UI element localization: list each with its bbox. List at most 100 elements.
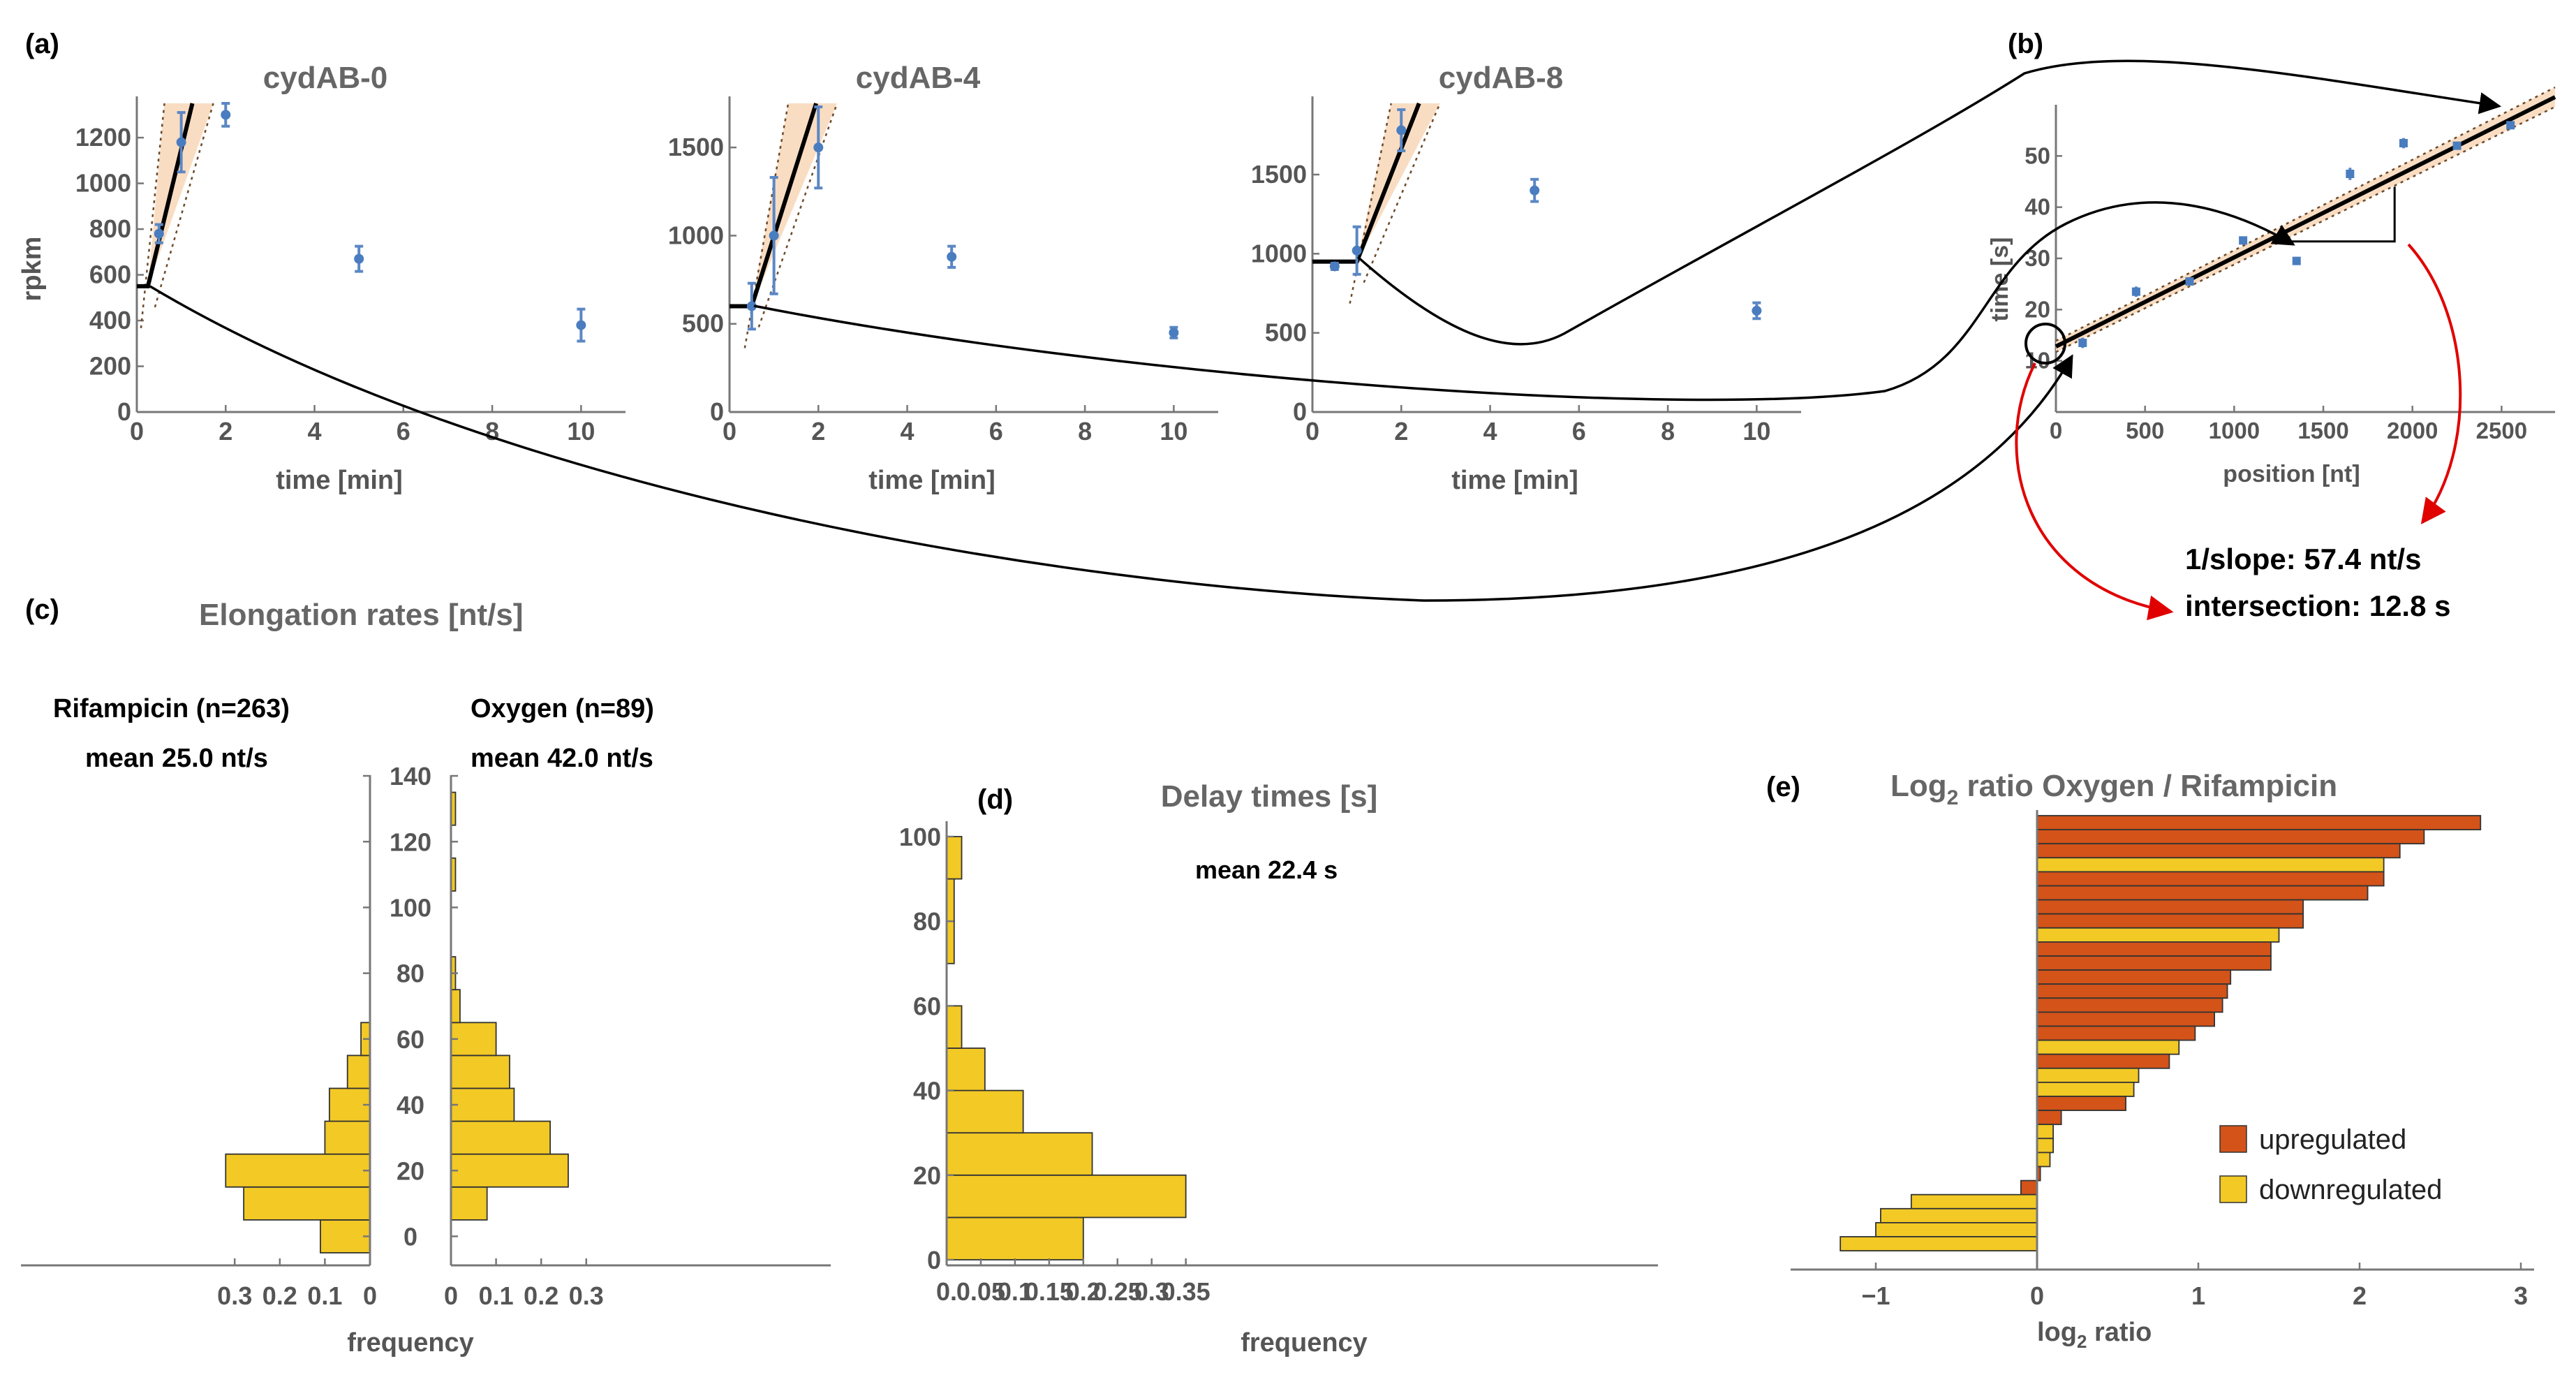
y-tick-label: 1500 (1251, 160, 1307, 189)
confidence-line-lower (1363, 103, 1441, 284)
x-tick-label: 1500 (2297, 418, 2348, 443)
x-tick-label: 0.05 (956, 1277, 1005, 1306)
upregulated-bar (2036, 955, 2272, 971)
legend-swatch-downregulated (2219, 1175, 2247, 1203)
x-tick-label: 6 (989, 417, 1003, 446)
delay-bar (946, 1089, 1024, 1134)
upregulated-bar (2036, 899, 2304, 915)
y-tick-label: 0 (404, 1222, 417, 1251)
x-axis-label: time [min] (276, 466, 403, 495)
y-tick-label: 600 (89, 260, 131, 289)
upregulated-bar (2036, 871, 2385, 887)
upregulated-bar (2036, 997, 2223, 1013)
y-tick-label: 200 (89, 352, 131, 381)
x-tick-label: −1 (1861, 1281, 1890, 1310)
fit-line (2055, 95, 2556, 348)
y-tick-label: 0 (117, 397, 131, 426)
panel-c-chart: 0 20 40 60 80 100 120 140 0.3 0.2 0.1 0 0 0.1 0.2 0.3 fr… (21, 762, 831, 1358)
y-tick-label: 100 (390, 893, 431, 922)
data-point (2185, 277, 2194, 286)
data-point (746, 301, 757, 311)
chart-e: −1 0 1 2 3 upregulated downregulated (1791, 810, 2534, 1310)
x-tick-label: 6 (1572, 417, 1586, 446)
confidence-band (751, 103, 838, 307)
data-point (1169, 328, 1179, 338)
data-point (2131, 287, 2140, 296)
confidence-line-upper (2055, 86, 2556, 342)
upregulated-bar (2036, 1096, 2126, 1112)
y-tick-label: 1000 (75, 169, 131, 198)
chart-d: Delay times [s] 0 20 40 60 80 100 0.0.050.10.15… (899, 779, 1658, 1358)
y-tick-label: 50 (2024, 142, 2050, 168)
panel-e-title-sub: 2 (1947, 786, 1959, 809)
intersection-annotation: intersection: 12.8 s (2185, 589, 2450, 622)
panel-e-chart: −1 0 1 2 3 upregulated downregulated (1791, 810, 2534, 1310)
chart-c: 0 20 40 60 80 100 120 140 0.3 0.2 0.1 0 0 0.1 0.2 0.3 fr… (21, 762, 831, 1358)
panel-e-title-suffix: ratio Oxygen / Rifampicin (1958, 769, 2337, 803)
y-tick-label: 140 (390, 762, 431, 791)
x-tick-label: 4 (308, 417, 322, 446)
slope-triangle (2275, 186, 2396, 243)
delay-bar (946, 1216, 1084, 1260)
oxygen-bar (450, 1153, 569, 1188)
downregulated-bar (2036, 857, 2385, 873)
x-tick-label: 0 (363, 1281, 377, 1310)
oxygen-bar (450, 1087, 515, 1122)
data-point (221, 110, 231, 120)
downregulated-bar (1840, 1236, 2038, 1252)
downregulated-bar (2036, 927, 2280, 943)
data-point (2239, 236, 2248, 245)
data-point (154, 228, 164, 239)
oxygen-bar (450, 1186, 488, 1221)
x-tick-label: 0 (2030, 1281, 2044, 1310)
data-point (576, 320, 586, 330)
chart-a3: cydAB-8 0 2 4 6 8 10 0 500 1000 1500 time [min] (1251, 61, 1801, 495)
legend-label-upregulated: upregulated (2259, 1124, 2406, 1155)
rifampicin-bar (328, 1087, 371, 1122)
upregulated-bar (2036, 885, 2369, 901)
data-point (2078, 339, 2087, 347)
y-axis-label: rpkm (17, 237, 47, 302)
confidence-line-upper (1349, 103, 1392, 304)
downregulated-bar (2036, 1082, 2135, 1097)
red-arrow-slope (2407, 243, 2462, 524)
y-tick-label: 120 (390, 828, 431, 856)
downregulated-bar (2036, 1138, 2055, 1154)
x-tick-label: 0.2 (262, 1281, 297, 1310)
x-tick-label: 2 (2353, 1281, 2367, 1310)
y-tick-label: 500 (682, 309, 724, 338)
downregulated-bar (2036, 1152, 2051, 1168)
panel-label-d: (d) (977, 784, 1013, 815)
rifampicin-mean: mean 25.0 nt/s (85, 744, 268, 773)
data-point (1530, 185, 1540, 196)
x-axis-label: time [min] (868, 466, 995, 495)
arrow-cydab0-to-b (149, 285, 2073, 602)
x-tick-label: 10 (1160, 417, 1187, 446)
oxygen-mean: mean 42.0 nt/s (471, 744, 653, 773)
panel-e-title-prefix: Log (1890, 769, 1947, 803)
confidence-line-lower (757, 103, 838, 328)
downregulated-bar (2036, 1039, 2180, 1055)
oxygen-header: Oxygen (n=89) (471, 694, 654, 723)
rifampicin-bar (320, 1219, 371, 1253)
data-point (2292, 256, 2301, 265)
x-tick-label: 0.3 (217, 1281, 252, 1310)
data-point (2346, 170, 2355, 178)
y-tick-label: 40 (397, 1091, 424, 1119)
upregulated-bar (2036, 815, 2482, 831)
data-point (947, 251, 957, 262)
delay-bar (946, 1132, 1093, 1176)
y-tick-label: 1200 (75, 123, 131, 152)
intercept-circle (2024, 323, 2066, 365)
delay-bar (946, 878, 955, 922)
data-point (354, 253, 364, 264)
data-point (1329, 261, 1340, 272)
fit-line (137, 103, 195, 288)
x-tick-label: 2 (811, 417, 825, 446)
data-point (813, 142, 824, 153)
rifampicin-bar (243, 1186, 371, 1221)
data-point (1752, 305, 1762, 316)
y-tick-label: 100 (899, 823, 941, 851)
